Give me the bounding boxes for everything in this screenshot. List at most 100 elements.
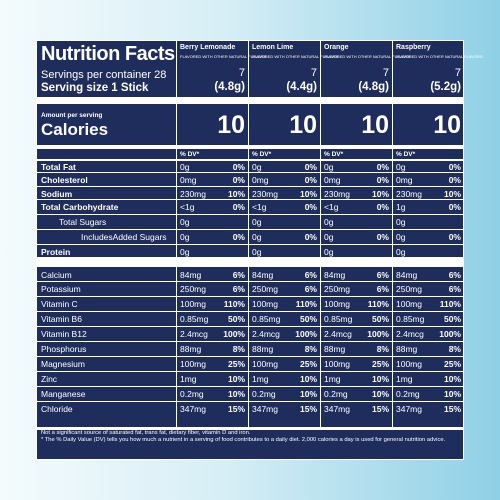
flavor-subtitle: FLAVORED WITH OTHER NATURAL FLAVORS (180, 54, 267, 59)
nutrient-amount: 88mg (180, 344, 202, 354)
footnote-significance: Not a significant source of saturated fa… (41, 430, 251, 436)
nutrient-daily-value: 6% (232, 284, 245, 294)
flavor-subtitle: FLAVORED WITH OTHER NATURAL FLAVORS (396, 54, 483, 59)
nutrient-daily-value: 0% (376, 162, 389, 172)
flavor-column: Lemon Lime FLAVORED WITH OTHER NATURAL FL… (249, 41, 339, 459)
nutrient-amount: 230mg (324, 189, 350, 199)
divider-bar (37, 244, 463, 245)
nutrient-daily-value: 100% (223, 329, 245, 339)
flavor-calories: 10 (433, 111, 461, 139)
nutrient-label: IncludesAdded Sugars (81, 232, 167, 242)
flavor-name: Lemon Lime (252, 44, 294, 51)
nutrition-facts-panel: Nutrition Facts Servings per container 2… (36, 40, 483, 460)
nutrient-amount: 250mg (396, 284, 422, 294)
nutrient-amount: 0g (396, 217, 406, 227)
nutrient-daily-value: 10% (299, 389, 317, 399)
divider-bar (37, 97, 463, 104)
nutrient-label: Vitamin B12 (41, 329, 87, 339)
nutrient-daily-value: 100% (439, 329, 461, 339)
divider-bar (37, 199, 463, 200)
nutrient-daily-value: 0% (448, 232, 461, 242)
column-divider (248, 41, 249, 427)
amount-per-serving: Amount per serving (41, 112, 103, 119)
nutrient-amount: 1mg (252, 374, 269, 384)
nutrient-amount: 250mg (180, 284, 206, 294)
nutrient-daily-value: 10% (443, 389, 461, 399)
nutrient-amount: 0g (252, 247, 262, 257)
nutrient-amount: 2.4mcg (252, 329, 280, 339)
flavor-calories: 10 (217, 111, 245, 139)
calories-label: Calories (41, 120, 109, 139)
nutrient-amount: 100mg (324, 299, 350, 309)
nutrient-amount: 0g (324, 217, 334, 227)
nutrient-amount: 0g (324, 247, 334, 257)
flavor-servings: 7 (238, 67, 245, 79)
flavor-servings: 7 (382, 67, 389, 79)
nutrient-label: Calcium (41, 270, 72, 280)
nutrient-daily-value: 50% (299, 314, 317, 324)
nutrient-daily-value: 10% (227, 389, 245, 399)
nutrient-daily-value: 25% (227, 359, 245, 369)
divider-bar (37, 159, 463, 161)
nutrient-daily-value: 25% (443, 359, 461, 369)
flavor-serving-size: (5.2g) (430, 81, 461, 93)
nutrient-daily-value: 110% (367, 299, 389, 309)
nutrient-daily-value: 100% (367, 329, 389, 339)
nutrient-daily-value: 15% (227, 404, 245, 414)
nutrient-label: Magnesium (41, 359, 85, 369)
nutrient-amount: 347mg (396, 404, 422, 414)
divider-bar (37, 341, 463, 342)
dv-header: % DV* (252, 151, 272, 158)
flavor-name: Orange (324, 44, 349, 51)
nutrient-daily-value: 8% (232, 344, 245, 354)
nutrient-amount: 347mg (324, 404, 350, 414)
flavor-calories: 10 (289, 111, 317, 139)
nutrient-amount: 347mg (180, 404, 206, 414)
nutrient-daily-value: 0% (232, 202, 245, 212)
nutrient-amount: 0.2mg (180, 389, 204, 399)
nutrient-daily-value: 10% (443, 374, 461, 384)
nutrient-daily-value: 0% (304, 232, 317, 242)
divider-bar (37, 214, 463, 215)
flavor-servings: 7 (310, 67, 317, 79)
nutrient-label: Vitamin B6 (41, 314, 82, 324)
nutrient-daily-value: 15% (299, 404, 317, 414)
nutrient-amount: 100mg (252, 299, 278, 309)
nutrient-amount: <1g (252, 202, 267, 212)
nutrient-daily-value: 10% (299, 189, 317, 199)
divider-bar (37, 145, 463, 149)
flavor-serving-size: (4.8g) (358, 81, 389, 93)
nutrient-amount: <1g (180, 202, 195, 212)
nutrient-label: Total Fat (41, 162, 76, 172)
nutrient-amount: 100mg (180, 359, 206, 369)
nutrient-amount: 347mg (252, 404, 278, 414)
nutrient-daily-value: 100% (295, 329, 317, 339)
nutrient-amount: 0g (180, 232, 190, 242)
nutrient-daily-value: 6% (448, 284, 461, 294)
divider-bar (37, 326, 463, 327)
nutrient-label: Manganese (41, 389, 86, 399)
nutrient-amount: 88mg (396, 344, 418, 354)
nutrient-daily-value: 8% (448, 344, 461, 354)
flavor-name: Raspberry (396, 44, 431, 51)
nutrient-amount: 0g (324, 162, 334, 172)
divider-bar (37, 311, 463, 312)
nutrient-amount: 100mg (396, 299, 422, 309)
nutrient-amount: 0g (252, 162, 262, 172)
nutrient-amount: 0g (252, 232, 262, 242)
divider-bar (37, 386, 463, 387)
nutrient-daily-value: 10% (443, 189, 461, 199)
nutrient-label: Potassium (41, 284, 81, 294)
label-column: Nutrition Facts Servings per container 2… (37, 41, 175, 459)
nutrient-amount: 230mg (252, 189, 278, 199)
footnote-daily-value: * The % Daily Value (DV) tells you how m… (41, 437, 446, 444)
nutrient-amount: 84mg (252, 270, 274, 280)
nutrient-amount: 0.2mg (324, 389, 348, 399)
flavor-column: Orange FLAVORED WITH OTHER NATURAL FLAVOR… (321, 41, 411, 459)
nutrient-daily-value: 15% (443, 404, 461, 414)
nutrient-daily-value: 6% (304, 270, 317, 280)
nutrient-amount: 0.2mg (396, 389, 420, 399)
divider-bar (37, 186, 463, 187)
nutrient-daily-value: 25% (371, 359, 389, 369)
nutrient-amount: 0g (396, 162, 406, 172)
